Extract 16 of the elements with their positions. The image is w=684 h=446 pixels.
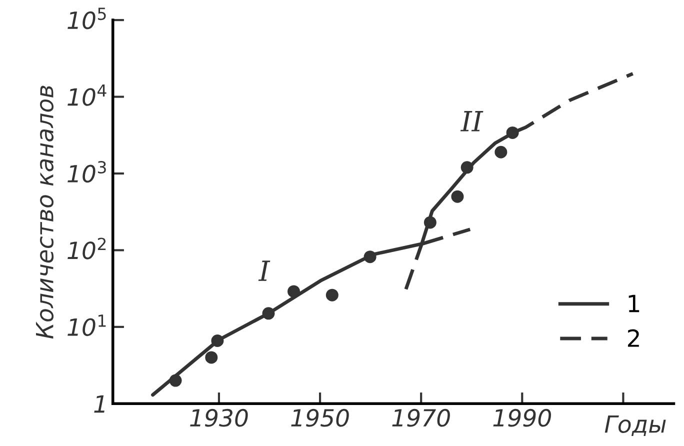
x-tick-label: 1970 <box>392 408 450 427</box>
y-axis-title: Количество каналов <box>36 86 54 339</box>
y-tick-label: 10$^{5}$ <box>68 8 106 30</box>
y-tick-label: 10$^{1}$ <box>68 314 106 336</box>
x-tick-label: 1990 <box>493 408 552 427</box>
y-tick-label: 1 <box>94 395 104 413</box>
annotation: I <box>258 260 270 281</box>
y-tick-label: 10$^{4}$ <box>68 84 106 106</box>
legend-label: 2 <box>628 329 639 347</box>
x-tick-label: 1930 <box>190 408 248 427</box>
y-tick-label: 10$^{2}$ <box>68 238 106 260</box>
annotation: II <box>460 111 484 132</box>
legend-label: 1 <box>628 294 640 312</box>
y-tick-label: 10$^{3}$ <box>68 160 106 183</box>
x-axis-title: Годы <box>604 415 666 436</box>
x-tick-label: 1950 <box>291 408 349 427</box>
